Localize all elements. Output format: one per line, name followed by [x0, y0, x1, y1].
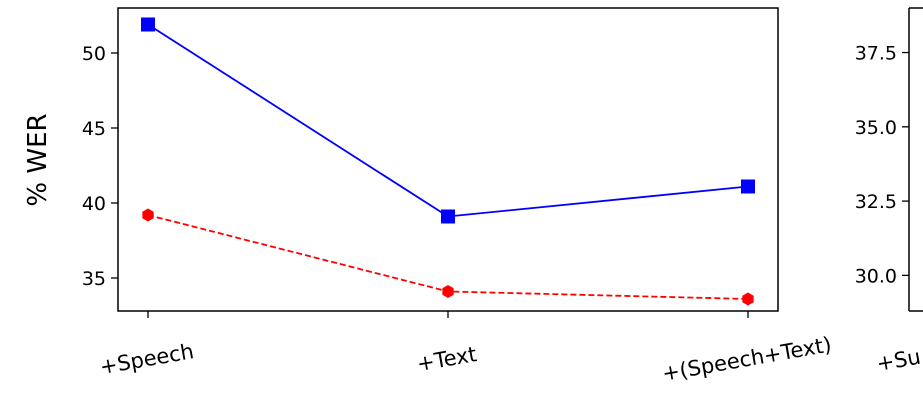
x-tick-label: +Su — [875, 345, 923, 376]
right-y-axis: 30.0 32.5 35.0 37.5 — [855, 43, 909, 287]
data-point — [141, 17, 155, 32]
left-x-axis: +Speech +Text +(Speech+Text) — [98, 311, 833, 386]
x-tick-label: +Text — [415, 342, 478, 376]
right-chart-panel: 30.0 32.5 35.0 37.5 +Su — [855, 7, 923, 376]
left-series-group — [141, 17, 755, 306]
left-chart-panel: 35 40 45 50 +Speech +Text +(Speech+Text) % WE… — [23, 7, 833, 386]
y-tick-label: 45 — [82, 118, 106, 140]
data-point — [142, 208, 154, 222]
y-tick-label: 40 — [82, 193, 106, 215]
series-line — [147, 23, 749, 218]
left-y-axis-label: % WER — [23, 113, 53, 206]
x-tick-label: +Speech — [98, 339, 196, 379]
y-tick-label: 32.5 — [855, 191, 897, 213]
left-y-axis: 35 40 45 50 — [82, 43, 118, 290]
left-plot-frame — [117, 7, 779, 312]
y-tick-label: 30.0 — [855, 265, 897, 287]
y-tick-label: 35 — [82, 268, 106, 290]
data-point — [442, 285, 454, 298]
right-x-axis: +Su — [875, 345, 923, 376]
x-tick-label: +(Speech+Text) — [660, 332, 833, 385]
data-point — [441, 209, 455, 224]
y-tick-label: 37.5 — [855, 43, 897, 65]
data-point — [742, 292, 754, 306]
data-point — [741, 179, 755, 194]
y-tick-label: 35.0 — [855, 117, 897, 139]
y-tick-label: 50 — [82, 43, 106, 65]
